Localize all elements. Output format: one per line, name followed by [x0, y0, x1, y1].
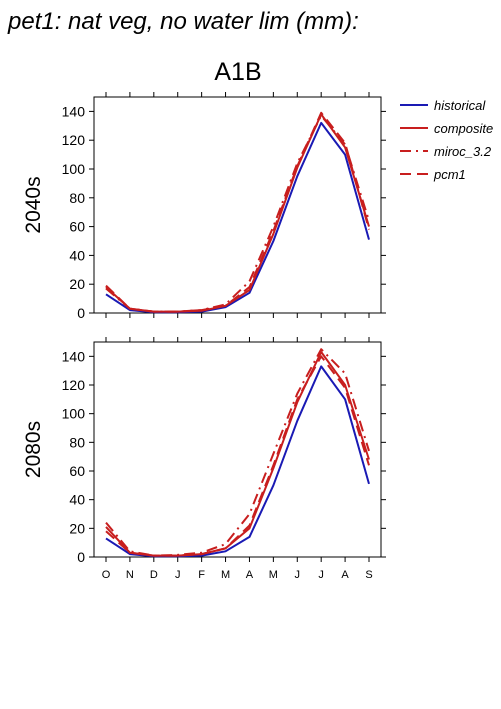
x-tick-label: O [102, 569, 111, 581]
legend-label: miroc_3.2 [434, 144, 492, 159]
row-label: 2040s [22, 176, 45, 233]
legend: historical composite miroc_3.2 pcm1 [400, 98, 493, 182]
series-line-composite [105, 351, 370, 557]
series-line-miroc-3-2 [105, 114, 370, 313]
y-tick-label: 140 [62, 103, 86, 119]
x-tick-label: J [318, 569, 324, 581]
x-tick-label: D [150, 569, 158, 581]
x-tick-label: M [269, 569, 278, 581]
y-tick-label: 120 [62, 377, 86, 393]
legend-label: pcm1 [433, 167, 466, 182]
series-line-pcm1 [105, 111, 370, 313]
y-tick-label: 100 [62, 161, 86, 177]
figure-title: pet1: nat veg, no water lim (mm): [7, 8, 359, 35]
y-tick-label: 20 [69, 520, 85, 536]
y-tick-label: 100 [62, 406, 86, 422]
series-line-miroc-3-2 [105, 348, 370, 557]
plot-frame [93, 96, 382, 314]
scenario-title: A1B [214, 58, 261, 86]
legend-label: composite [434, 121, 493, 136]
y-tick-label: 60 [69, 463, 85, 479]
series-line-pcm1 [105, 355, 370, 557]
y-tick-label: 0 [77, 305, 85, 321]
x-tick-label: A [246, 569, 254, 581]
y-tick-label: 0 [77, 549, 85, 565]
x-tick-label: J [295, 569, 301, 581]
y-tick-label: 120 [62, 132, 86, 148]
x-tick-label: N [126, 569, 134, 581]
series-line-historical [105, 121, 370, 314]
plot-frame [93, 341, 382, 558]
y-tick-label: 40 [69, 492, 85, 508]
x-tick-label: F [198, 569, 205, 581]
x-tick-label: J [175, 569, 181, 581]
legend-label: historical [434, 98, 486, 113]
row-label: 2080s [22, 421, 45, 478]
x-tick-label: S [365, 569, 372, 581]
y-tick-label: 80 [69, 434, 85, 450]
y-tick-label: 20 [69, 276, 85, 292]
y-tick-label: 80 [69, 190, 85, 206]
x-tick-label: A [341, 569, 349, 581]
x-tick-label: M [221, 569, 230, 581]
series-line-composite [105, 113, 370, 313]
y-tick-label: 140 [62, 348, 86, 364]
chart-panel-2040s: 0 20 40 60 80 100 120 140 2040s [22, 92, 386, 321]
chart-panel-2080s: 0 20 40 60 80 100 120 140 O N D J F M A M J J A S 2080s [22, 337, 386, 581]
y-tick-label: 40 [69, 247, 85, 263]
y-tick-label: 60 [69, 219, 85, 235]
